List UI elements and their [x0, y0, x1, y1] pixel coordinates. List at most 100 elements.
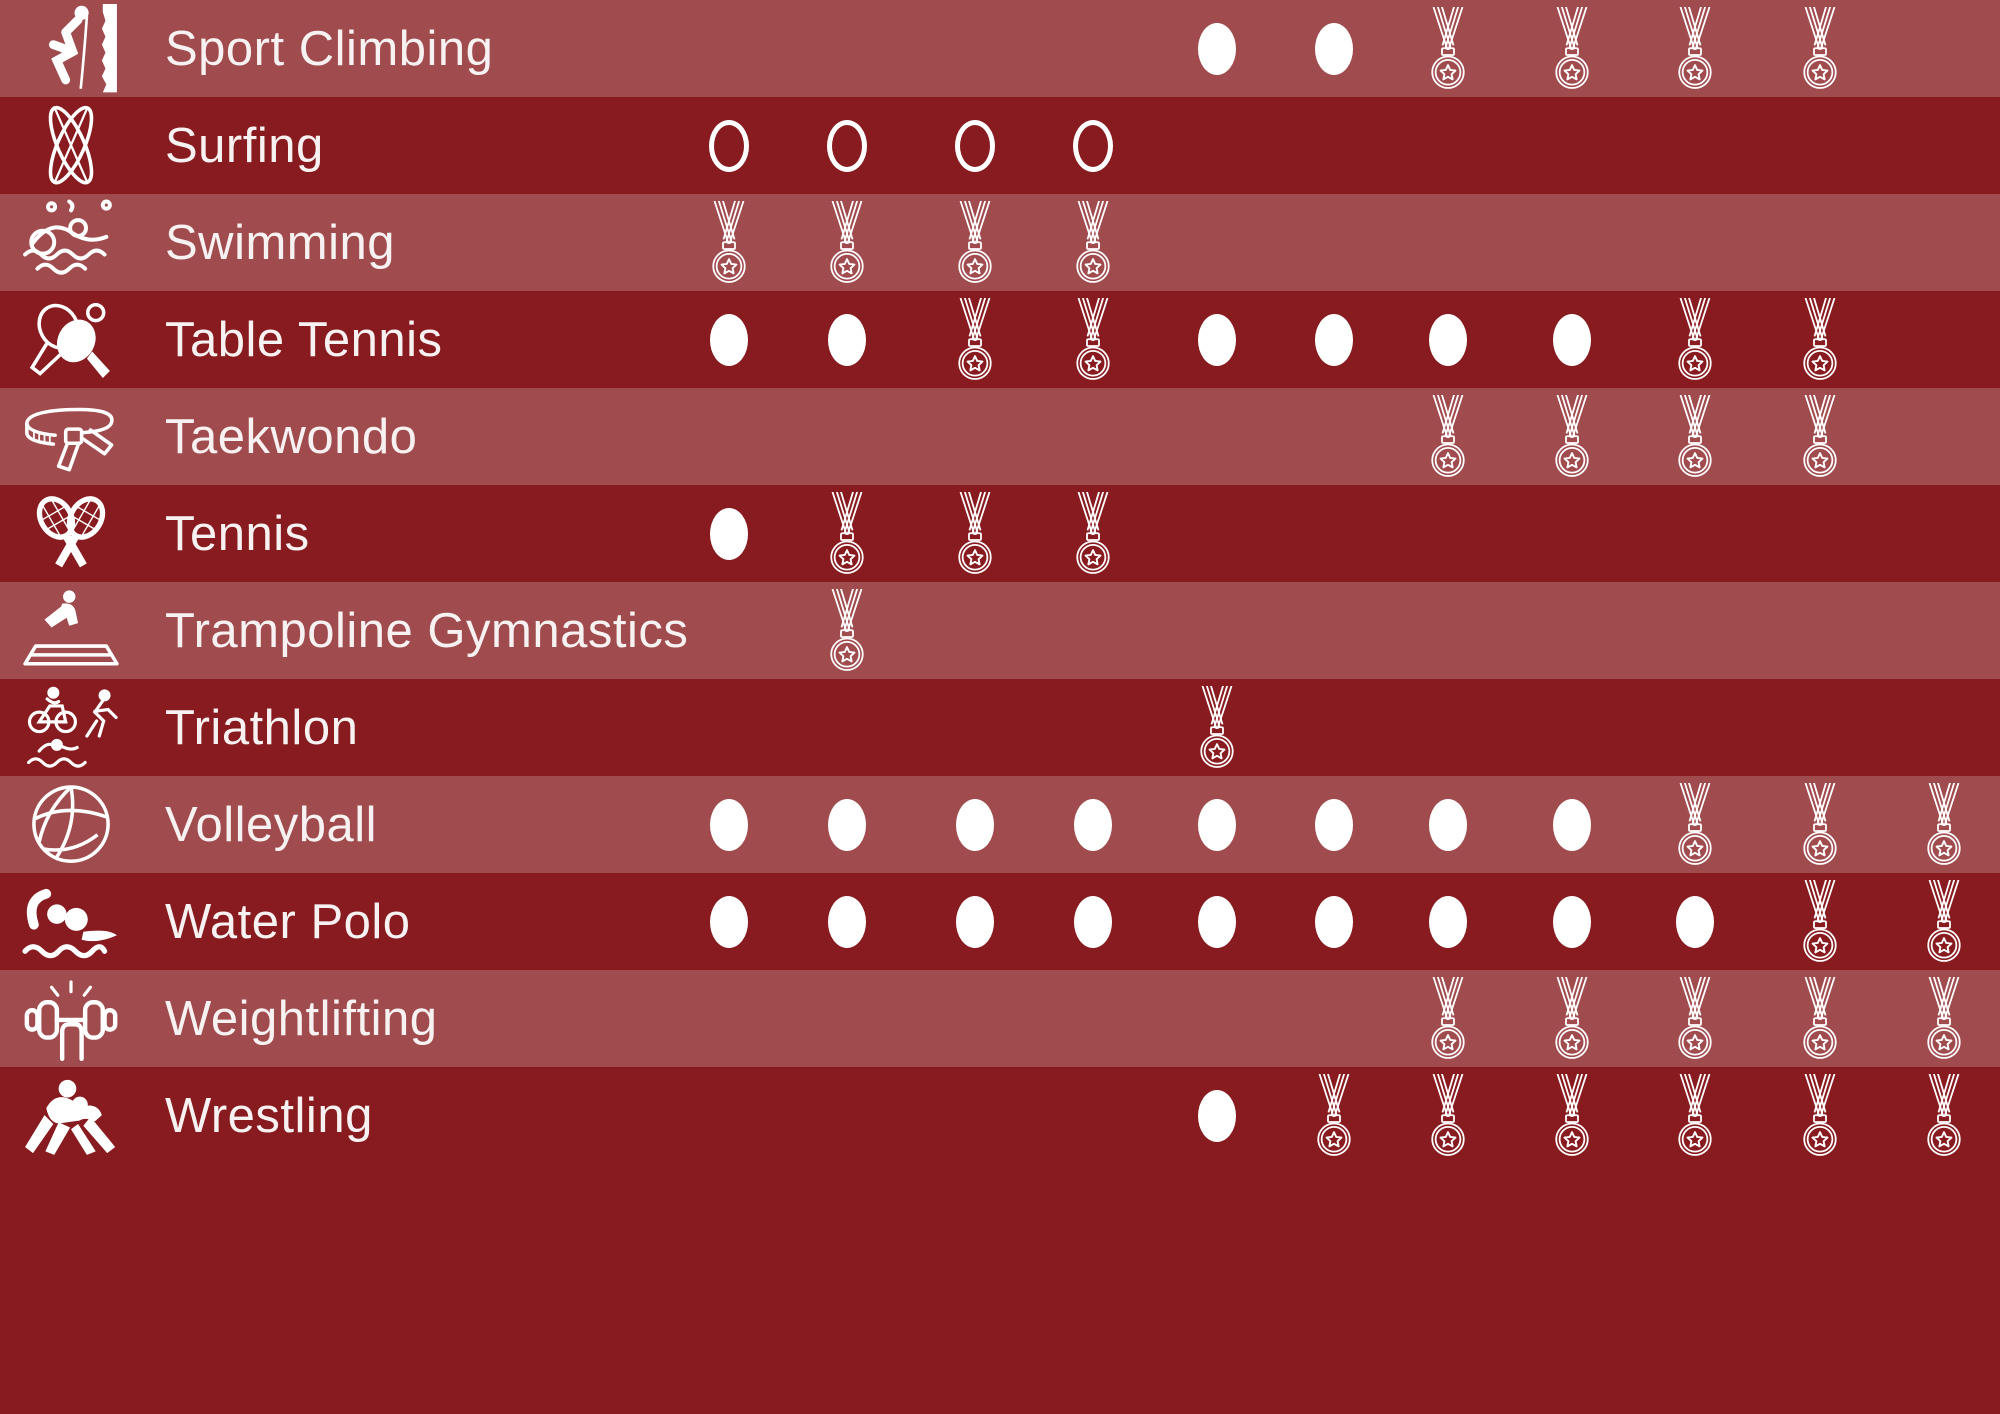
event-regular: [1315, 873, 1353, 970]
surfing-icon: [4, 97, 138, 194]
open-circle-icon: [827, 119, 867, 172]
event-regular: [1429, 291, 1467, 388]
event-regular: [1315, 776, 1353, 873]
event-medal: [1798, 0, 1843, 97]
event-medal: [1673, 970, 1718, 1067]
event-tentative: [1073, 97, 1113, 194]
event-regular: [710, 873, 748, 970]
event-regular: [1553, 776, 1591, 873]
filled-circle-icon: [1198, 1089, 1236, 1142]
sport-climbing-icon: [4, 0, 138, 97]
event-medal: [1673, 1067, 1718, 1164]
event-medal: [1798, 776, 1843, 873]
event-regular: [710, 291, 748, 388]
sport-row: Trampoline Gymnastics: [0, 582, 2000, 679]
filled-circle-icon: [828, 313, 866, 366]
event-medal: [707, 194, 752, 291]
event-medal: [1922, 776, 1967, 873]
open-circle-icon: [1073, 119, 1113, 172]
event-regular: [1315, 291, 1353, 388]
sport-label: Trampoline Gymnastics: [165, 603, 689, 658]
event-regular: [1074, 776, 1112, 873]
filled-circle-icon: [1198, 313, 1236, 366]
event-medal: [953, 485, 998, 582]
event-medal: [1071, 485, 1116, 582]
event-tentative: [827, 97, 867, 194]
legend: Medal Event Regular Event Tentative Even…: [0, 1164, 2000, 1414]
event-medal: [1798, 388, 1843, 485]
event-medal: [1798, 970, 1843, 1067]
event-medal: [1071, 291, 1116, 388]
sport-row: Water Polo: [0, 873, 2000, 970]
event-medal: [1798, 873, 1843, 970]
event-medal: [1550, 970, 1595, 1067]
filled-circle-icon: [1429, 798, 1467, 851]
sport-row: Wrestling: [0, 1067, 2000, 1164]
filled-circle-icon: [710, 895, 748, 948]
filled-circle-icon: [1074, 798, 1112, 851]
filled-circle-icon: [1553, 313, 1591, 366]
filled-circle-icon: [1553, 895, 1591, 948]
sport-label: Water Polo: [165, 894, 411, 949]
filled-circle-icon: [710, 507, 748, 560]
sport-label: Sport Climbing: [165, 21, 494, 76]
event-regular: [956, 776, 994, 873]
volleyball-icon: [4, 776, 138, 873]
event-regular: [1553, 873, 1591, 970]
event-medal: [953, 291, 998, 388]
sport-label: Weightlifting: [165, 991, 438, 1046]
event-medal: [1673, 776, 1718, 873]
sport-label: Taekwondo: [165, 409, 418, 464]
event-regular: [1429, 873, 1467, 970]
trampoline-gymnastics-icon: [4, 582, 138, 679]
event-regular: [1198, 291, 1236, 388]
filled-circle-icon: [1074, 895, 1112, 948]
sport-row: Sport Climbing: [0, 0, 2000, 97]
sport-label: Surfing: [165, 118, 324, 173]
sport-row: Surfing: [0, 97, 2000, 194]
event-medal: [1922, 873, 1967, 970]
event-regular: [1198, 0, 1236, 97]
filled-circle-icon: [1315, 895, 1353, 948]
filled-circle-icon: [1429, 895, 1467, 948]
tennis-icon: [4, 485, 138, 582]
event-medal: [1550, 388, 1595, 485]
sport-label: Swimming: [165, 215, 395, 270]
event-medal: [1673, 388, 1718, 485]
event-medal: [1426, 0, 1471, 97]
event-regular: [710, 485, 748, 582]
event-tentative: [955, 97, 995, 194]
event-medal: [1550, 1067, 1595, 1164]
event-regular: [1198, 776, 1236, 873]
filled-circle-icon: [1198, 798, 1236, 851]
event-medal: [825, 194, 870, 291]
event-medal: [1195, 679, 1240, 776]
sport-row: Taekwondo: [0, 388, 2000, 485]
filled-circle-icon: [1315, 313, 1353, 366]
sport-label: Wrestling: [165, 1088, 373, 1143]
weightlifting-icon: [4, 970, 138, 1067]
filled-circle-icon: [1315, 22, 1353, 75]
event-medal: [1673, 291, 1718, 388]
event-regular: [828, 776, 866, 873]
filled-circle-icon: [1198, 22, 1236, 75]
event-regular: [956, 873, 994, 970]
event-medal: [1922, 1067, 1967, 1164]
filled-circle-icon: [956, 798, 994, 851]
event-medal: [1426, 388, 1471, 485]
table-tennis-icon: [4, 291, 138, 388]
event-regular: [1553, 291, 1591, 388]
event-tentative: [709, 97, 749, 194]
event-medal: [1426, 970, 1471, 1067]
event-regular: [828, 291, 866, 388]
filled-circle-icon: [828, 798, 866, 851]
sport-row: Triathlon: [0, 679, 2000, 776]
filled-circle-icon: [956, 895, 994, 948]
sport-label: Table Tennis: [165, 312, 443, 367]
event-regular: [710, 776, 748, 873]
event-medal: [1798, 1067, 1843, 1164]
event-regular: [1198, 873, 1236, 970]
event-regular: [1198, 1067, 1236, 1164]
sport-row: Swimming: [0, 194, 2000, 291]
